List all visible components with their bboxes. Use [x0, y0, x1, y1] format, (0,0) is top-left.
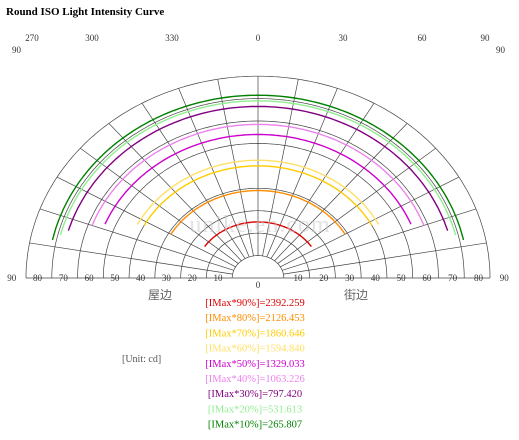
edge-tick-label: 90	[496, 45, 506, 55]
grid-spoke	[29, 242, 233, 275]
elevation-tick-label: 60	[422, 273, 432, 283]
legend-entry: [IMax*40%]=1063.226	[205, 374, 305, 385]
right-side-label: 街边	[344, 288, 368, 302]
azimuth-tick-label: 0	[256, 33, 261, 43]
elevation-tick-label: 20	[319, 273, 329, 283]
legend-entry: [IMax*50%]=1329.033	[205, 359, 305, 370]
elevation-tick-label: 40	[371, 273, 381, 283]
legend: [IMax*90%]=2392.259 [IMax*80%]=2126.453 [I…	[205, 298, 305, 431]
grid-spoke	[283, 242, 487, 275]
center-tick-label: 0	[256, 280, 261, 290]
azimuth-tick-label: 270	[25, 33, 39, 43]
azimuth-tick-label: 90	[481, 33, 491, 43]
iso-curve	[59, 100, 457, 236]
elevation-tick-label: 80	[33, 273, 43, 283]
azimuth-tick-label: 330	[165, 33, 179, 43]
legend-entry: [IMax*20%]=531.613	[208, 404, 302, 415]
unit-label: [Unit: cd]	[122, 354, 161, 365]
legend-entry: [IMax*60%]=1594.840	[205, 344, 305, 355]
elevation-tick-label: 30	[162, 273, 172, 283]
elevation-tick-label: 40	[136, 273, 146, 283]
legend-entry: [IMax*80%]=2126.453	[205, 313, 305, 324]
chart-title: Round ISO Light Intensity Curve	[6, 6, 164, 18]
elevation-tick-label: 10	[213, 273, 223, 283]
grid-ring	[231, 255, 285, 278]
elevation-tick-label: 50	[397, 273, 407, 283]
iso-curve	[51, 94, 465, 241]
iso-curve	[136, 159, 380, 225]
azimuth-tick-label: 60	[418, 33, 428, 43]
left-side-label: 屋边	[148, 288, 172, 302]
elevation-tick-label: 70	[59, 273, 69, 283]
elevation-tick-label: 20	[188, 273, 198, 283]
azimuth-tick-label: 30	[339, 33, 349, 43]
iso-curves	[51, 94, 465, 248]
iso-curve	[143, 165, 373, 226]
elevation-tick-label: 80	[474, 273, 484, 283]
edge-tick-label: 90	[12, 45, 22, 55]
elevation-tick-label: 90	[500, 273, 510, 283]
elevation-tick-label: 10	[294, 273, 304, 283]
iso-curve	[104, 133, 412, 225]
legend-entry: [IMax*70%]=1860.646	[205, 328, 305, 339]
legend-entry: [IMax*90%]=2392.259	[205, 298, 305, 309]
azimuth-tick-label: 300	[85, 33, 99, 43]
iso-curve	[91, 123, 425, 226]
iso-curve	[170, 189, 346, 235]
elevation-tick-label: 70	[448, 273, 458, 283]
legend-entry: [IMax*10%]=265.807	[208, 420, 302, 431]
elevation-tick-label: 50	[110, 273, 120, 283]
watermark: unike.en.com	[189, 212, 330, 238]
elevation-tick-label: 90	[7, 273, 17, 283]
elevation-tick-label: 30	[345, 273, 355, 283]
legend-entry: [IMax*30%]=797.420	[208, 389, 302, 400]
iso-curve	[204, 221, 312, 248]
elevation-tick-label: 60	[85, 273, 95, 283]
iso-curve	[67, 105, 449, 231]
